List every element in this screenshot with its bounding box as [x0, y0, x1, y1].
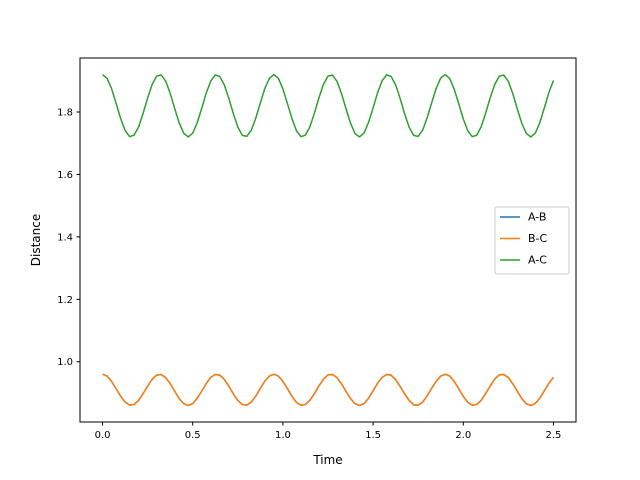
- x-tick-label: 0.5: [185, 430, 201, 441]
- legend-label: A-B: [528, 211, 546, 224]
- y-tick-label: 1.4: [57, 232, 73, 243]
- series-lines: [102, 73, 555, 407]
- legend-box: [494, 206, 570, 275]
- y-tick-label: 1.6: [57, 170, 73, 181]
- axes-frame: [79, 57, 577, 423]
- y-axis-label: Distance: [29, 214, 43, 266]
- legend: A-B B-C A-C: [494, 206, 570, 275]
- x-axis-label: Time: [312, 453, 342, 467]
- legend-label: B-C: [528, 232, 548, 245]
- series-line-b-c: [102, 373, 555, 407]
- x-tick-label: 2.5: [546, 430, 562, 441]
- legend-label: A-C: [528, 254, 547, 267]
- x-tick-label: 1.5: [365, 430, 381, 441]
- x-tick-label: 1.0: [275, 430, 291, 441]
- series-line-a-b: [102, 373, 555, 407]
- y-tick-label: 1.8: [57, 108, 73, 119]
- x-tick-label: 0.0: [95, 430, 111, 441]
- series-line-a-c: [102, 73, 555, 138]
- y-tick-label: 1.0: [57, 357, 73, 368]
- y-axis-ticks: 1.0 1.2 1.4 1.6 1.8: [57, 108, 80, 368]
- y-tick-label: 1.2: [57, 295, 73, 306]
- x-tick-label: 2.0: [455, 430, 471, 441]
- x-axis-ticks: 0.0 0.5 1.0 1.5 2.0 2.5: [95, 422, 562, 441]
